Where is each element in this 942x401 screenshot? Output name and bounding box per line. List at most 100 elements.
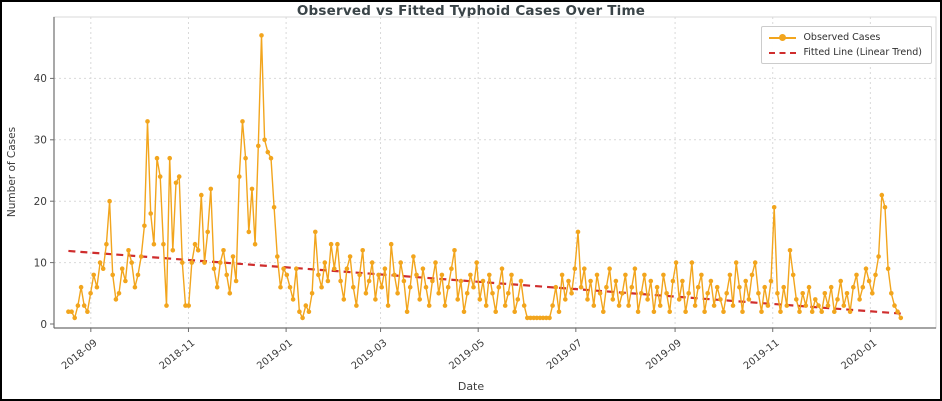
observed-marker <box>569 291 574 296</box>
observed-marker <box>499 266 505 272</box>
observed-marker <box>170 248 176 253</box>
observed-marker <box>464 291 470 296</box>
x-tick-label: 2019-09 <box>644 338 684 372</box>
observed-marker <box>132 284 138 290</box>
observed-marker <box>199 192 204 198</box>
legend: Observed Cases Fitted Line (Linear Trend… <box>761 26 932 64</box>
observed-marker <box>300 315 305 321</box>
observed-marker <box>806 284 812 290</box>
observed-marker <box>417 297 423 302</box>
observed-marker <box>433 260 438 265</box>
observed-marker <box>221 248 226 253</box>
observed-marker <box>857 297 862 302</box>
legend-label-fitted: Fitted Line (Linear Trend) <box>803 47 922 58</box>
observed-marker <box>306 309 312 315</box>
observed-marker <box>787 248 793 253</box>
observed-marker <box>876 254 881 259</box>
observed-marker <box>544 315 549 321</box>
observed-marker <box>714 284 720 290</box>
observed-marker <box>895 309 900 315</box>
y-tick-label: 30 <box>34 135 47 147</box>
observed-marker <box>879 192 885 198</box>
legend-item-observed: Observed Cases <box>769 32 922 43</box>
observed-marker <box>832 309 837 315</box>
observed-marker <box>167 155 172 161</box>
observed-marker <box>518 278 524 284</box>
observed-marker <box>75 303 81 308</box>
observed-marker <box>319 284 324 290</box>
observed-marker <box>126 248 131 253</box>
observed-marker <box>683 309 688 315</box>
observed-marker <box>841 303 847 308</box>
observed-marker <box>676 297 682 302</box>
observed-marker <box>873 272 878 278</box>
observed-marker <box>376 272 381 278</box>
observed-marker <box>338 278 343 284</box>
y-tick-label: 40 <box>34 73 47 85</box>
observed-marker <box>559 272 565 278</box>
observed-marker <box>661 272 666 278</box>
observed-marker <box>255 143 261 149</box>
observed-marker <box>702 309 707 315</box>
observed-marker <box>85 309 90 315</box>
observed-marker <box>493 309 499 315</box>
observed-marker <box>885 266 891 272</box>
observed-marker <box>847 309 853 315</box>
observed-marker <box>711 303 717 308</box>
observed-marker <box>249 186 255 192</box>
observed-marker <box>335 241 340 247</box>
observed-marker <box>626 303 631 308</box>
observed-marker <box>727 272 733 278</box>
observed-marker <box>442 303 448 308</box>
observed-marker <box>180 260 185 265</box>
observed-marker <box>819 309 824 315</box>
observed-marker <box>483 303 489 308</box>
observed-marker <box>332 266 337 272</box>
observed-marker <box>642 272 647 278</box>
observed-marker <box>645 297 650 302</box>
observed-marker <box>892 303 897 308</box>
observed-marker <box>363 291 369 296</box>
observed-marker <box>673 260 679 265</box>
observed-marker <box>382 266 388 272</box>
observed-marker <box>471 284 476 290</box>
observed-marker <box>822 291 828 296</box>
observed-marker <box>718 297 723 302</box>
observed-marker <box>430 278 435 284</box>
observed-marker <box>762 284 767 290</box>
observed-marker <box>392 272 397 278</box>
observed-marker <box>695 284 701 290</box>
observed-marker <box>186 303 191 308</box>
fitted-line-swatch-icon <box>769 49 797 57</box>
observed-marker <box>635 309 641 315</box>
observed-marker <box>506 291 511 296</box>
observed-marker <box>468 272 473 278</box>
observed-marker <box>97 260 103 265</box>
observed-marker <box>572 266 578 272</box>
observed-marker <box>585 297 590 302</box>
observed-series-line <box>68 34 902 319</box>
observed-marker <box>287 284 293 290</box>
observed-marker <box>813 297 818 302</box>
observed-marker <box>680 278 685 284</box>
observed-marker <box>667 309 672 315</box>
y-tick-label: 20 <box>34 196 47 208</box>
observed-marker <box>594 272 600 278</box>
observed-marker <box>436 291 442 296</box>
observed-marker <box>784 303 790 308</box>
observed-marker <box>113 297 119 302</box>
observed-marker <box>341 297 347 302</box>
observed-marker <box>313 229 318 235</box>
observed-marker <box>189 260 195 265</box>
observed-marker <box>233 278 239 284</box>
observed-marker <box>803 303 809 308</box>
observed-marker <box>439 272 445 278</box>
legend-item-fitted: Fitted Line (Linear Trend) <box>769 47 922 58</box>
observed-marker <box>737 284 742 290</box>
observed-marker <box>262 137 267 143</box>
observed-marker <box>844 291 850 296</box>
observed-marker <box>639 291 644 296</box>
observed-marker <box>237 174 242 179</box>
observed-marker <box>502 303 508 308</box>
